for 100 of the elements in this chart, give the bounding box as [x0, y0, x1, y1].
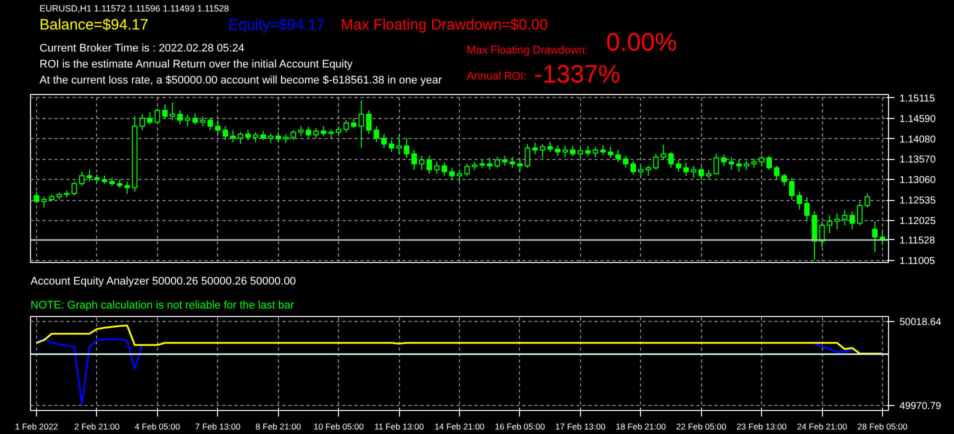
candlestick: [86, 169, 92, 182]
candlestick: [638, 165, 644, 178]
candlestick: [532, 142, 538, 154]
x-tick-label: 10 Feb 05:00: [314, 422, 364, 432]
candlestick: [313, 128, 319, 139]
candlestick: [502, 155, 508, 166]
text: -1337%: [534, 60, 620, 88]
candlestick: [630, 160, 636, 176]
candlestick: [578, 147, 584, 158]
candlestick: [230, 130, 236, 143]
candlestick: [766, 155, 772, 170]
candlestick: [464, 163, 470, 176]
candlestick: [683, 162, 689, 176]
candlestick: [222, 126, 228, 141]
candlestick: [366, 110, 372, 135]
candlestick: [668, 151, 674, 168]
candlestick: [547, 142, 553, 152]
candlestick: [290, 130, 296, 141]
candlestick: [510, 156, 516, 168]
candlestick: [653, 153, 659, 170]
y-tick-label: 49970.79: [900, 401, 942, 412]
candlestick: [721, 154, 727, 166]
y-tick-label: 1.15115: [900, 93, 936, 104]
candlestick: [600, 144, 606, 156]
text: Max Floating Drawdown:: [466, 44, 588, 56]
x-tick-label: 17 Feb 13:00: [555, 422, 606, 432]
candlestick: [260, 130, 266, 141]
candlestick: [456, 169, 462, 182]
x-tick-label: 23 Feb 13:00: [736, 422, 787, 432]
candlestick: [826, 214, 832, 234]
candlestick: [864, 193, 870, 208]
candlestick: [517, 158, 523, 172]
candlestick: [381, 134, 387, 148]
candlestick: [215, 120, 221, 135]
candlestick: [592, 146, 598, 158]
candlestick: [350, 118, 357, 129]
candlestick: [751, 158, 757, 168]
x-tick-label: 4 Feb 05:00: [134, 422, 180, 432]
candlestick: [268, 132, 274, 144]
text: ROI is the estimate Annual Return over the initial Account Equity: [39, 58, 354, 70]
candlestick: [154, 108, 160, 125]
candlestick: [608, 146, 614, 158]
text: EURUSD,H1 1.11572 1.11596 1.11493 1.11528: [39, 4, 229, 14]
text: Max Floating Drawdown=$0.00: [340, 16, 548, 34]
text: NOTE: Graph calculation is not reliable for the last bar: [30, 300, 294, 312]
candlestick: [147, 112, 153, 125]
y-tick-label: 1.13570: [900, 154, 936, 166]
y-tick-label: 1.13060: [900, 174, 936, 186]
candlestick: [207, 116, 214, 131]
candlestick: [343, 120, 349, 133]
candlestick: [660, 144, 666, 160]
x-tick-label: 11 Feb 13:00: [374, 422, 424, 432]
ref-line-label: 1.11528: [900, 235, 936, 246]
candlestick: [796, 191, 802, 210]
candlestick: [570, 146, 576, 156]
candlestick: [758, 155, 764, 166]
candlestick: [849, 210, 856, 230]
candlestick: [306, 126, 312, 138]
candlestick: [562, 146, 568, 158]
text: Balance=$94.17: [39, 16, 148, 34]
candlestick: [192, 113, 198, 125]
y-tick-label: 1.12025: [900, 216, 936, 227]
candlestick: [872, 220, 878, 253]
candlestick: [714, 153, 720, 176]
text: 0.00%: [606, 28, 677, 56]
candlestick: [804, 197, 810, 222]
candlestick: [774, 165, 780, 180]
text: At the current loss rate, a $50000.00 account will become $-618561.38 in one year: [39, 74, 442, 86]
candlestick: [298, 126, 304, 137]
candlestick: [728, 156, 734, 170]
text: Annual ROI:: [466, 70, 527, 82]
x-tick-label: 8 Feb 21:00: [256, 422, 302, 432]
candlestick: [494, 156, 500, 168]
candlestick: [184, 114, 190, 127]
candlestick: [358, 100, 364, 148]
x-tick-label: 7 Feb 13:00: [195, 422, 241, 432]
candlestick: [857, 200, 863, 226]
x-tick-label: 2 Feb 21:00: [74, 422, 120, 432]
candlestick: [676, 159, 682, 172]
candlestick: [585, 146, 591, 156]
candlestick: [34, 191, 40, 204]
candlestick: [177, 110, 183, 125]
candlestick: [252, 132, 258, 143]
candlestick: [834, 212, 840, 230]
candlestick: [41, 196, 47, 208]
candlestick: [554, 144, 560, 156]
candlestick: [374, 126, 380, 143]
candlestick: [170, 102, 176, 121]
line-series: [36, 324, 884, 355]
candlestick: [842, 210, 848, 226]
candlestick: [449, 167, 455, 180]
candlestick: [275, 132, 281, 143]
candlestick: [79, 171, 85, 186]
candlestick: [388, 140, 394, 152]
candlestick: [486, 157, 492, 170]
candlestick: [411, 149, 417, 170]
candlestick: [442, 162, 448, 176]
text: Equity=$94.17: [228, 16, 325, 34]
text: Current Broker Time is : 2022.02.28 05:24: [39, 42, 244, 54]
candlestick: [396, 134, 402, 154]
